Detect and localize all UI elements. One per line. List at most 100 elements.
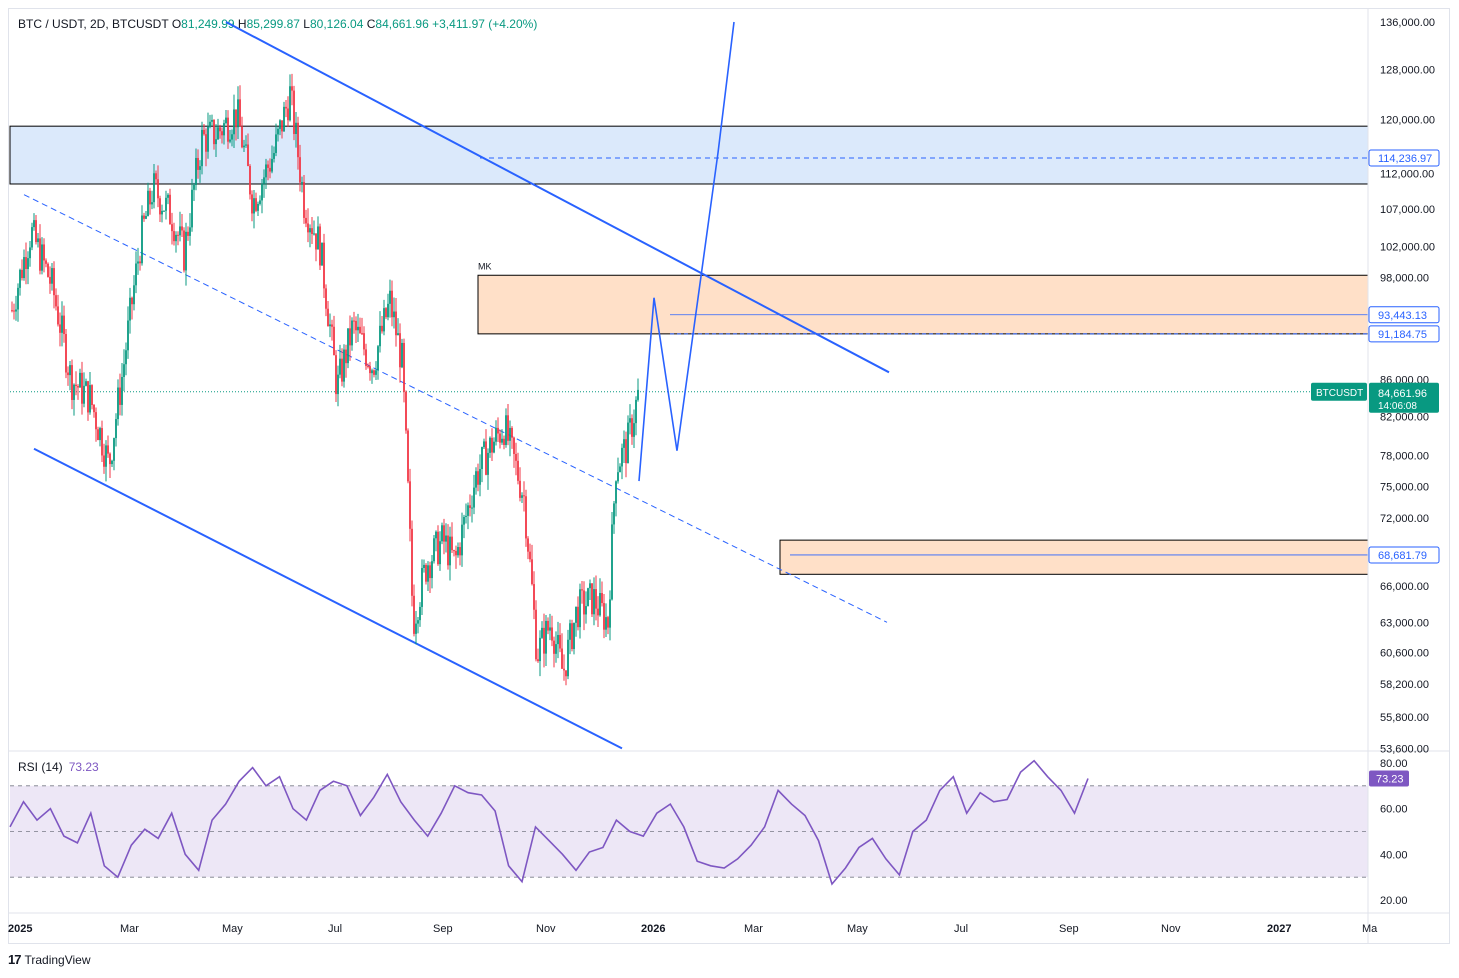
- candle-body: [573, 622, 575, 650]
- candle-body: [255, 198, 257, 211]
- candle-body: [139, 261, 141, 264]
- candle-body: [257, 203, 259, 211]
- candle-body: [577, 606, 579, 628]
- candle-body: [383, 308, 385, 332]
- ohlc-legend: BTC / USDT, 2D, BTCUSDT O81,249.99 H85,2…: [18, 17, 537, 31]
- candle-body: [435, 531, 437, 539]
- time-tick-label: Jul: [954, 923, 968, 935]
- candle-body: [241, 126, 243, 148]
- zone-supply_zone-1: [477, 274, 1369, 335]
- candle-body: [463, 516, 465, 525]
- candle-body: [327, 308, 329, 327]
- zones-layer: MK: [9, 125, 1369, 575]
- candle-body: [571, 623, 573, 650]
- candle-body: [345, 349, 347, 364]
- time-tick-label: Ma: [1362, 923, 1378, 935]
- candle-body: [509, 427, 511, 441]
- candle-body: [285, 106, 287, 109]
- candle-body: [361, 333, 363, 335]
- time-tick-label: Jul: [328, 923, 342, 935]
- candle-body: [145, 215, 147, 219]
- candle-body: [237, 99, 239, 128]
- candle-body: [459, 547, 461, 556]
- candle-body: [103, 455, 105, 467]
- price-tick-label: 53,600.00: [1380, 743, 1429, 755]
- candle-body: [203, 129, 205, 135]
- candle-body: [421, 568, 423, 607]
- candle-body: [171, 224, 173, 232]
- price-tick-label: 102,000.00: [1380, 241, 1435, 253]
- price-label-text: 68,681.79: [1378, 550, 1427, 562]
- rsi-legend[interactable]: RSI (14) 73.23: [18, 760, 99, 774]
- rsi-tick-label: 80.00: [1380, 758, 1408, 770]
- time-tick-label: 2026: [641, 923, 665, 935]
- close-value: 84,661.96: [375, 17, 429, 31]
- candle-body: [19, 269, 21, 288]
- candle-body: [527, 538, 529, 552]
- zone-label: MK: [478, 261, 492, 271]
- candle-body: [253, 198, 255, 214]
- price-tick-label: 60,600.00: [1380, 648, 1429, 660]
- candle-body: [91, 385, 93, 406]
- candle-body: [337, 374, 339, 395]
- candle-body: [71, 365, 73, 400]
- tradingview-footer[interactable]: 17 TradingView: [8, 952, 91, 967]
- candle-body: [149, 190, 151, 205]
- candle-body: [605, 617, 607, 630]
- candle-body: [111, 460, 113, 465]
- candle-body: [559, 634, 561, 649]
- candle-body: [423, 564, 425, 569]
- rsi-value-label: 73.23: [1376, 773, 1404, 785]
- candle-body: [355, 320, 357, 331]
- candle-body: [127, 320, 129, 351]
- candle-body: [511, 427, 513, 438]
- candle-body: [335, 355, 337, 395]
- candle-body: [357, 326, 359, 331]
- price-tick-label: 112,000.00: [1380, 168, 1434, 180]
- candle-body: [517, 460, 519, 481]
- candle-body: [333, 326, 335, 356]
- candle-body: [475, 471, 477, 488]
- candle-body: [541, 627, 543, 638]
- time-tick-label: Mar: [120, 923, 139, 935]
- candle-body: [537, 659, 539, 662]
- candle-body: [569, 623, 571, 640]
- candle-body: [159, 198, 161, 215]
- candle-body: [579, 589, 581, 628]
- candle-body: [369, 366, 371, 374]
- candle-body: [339, 358, 341, 375]
- candle-body: [591, 583, 593, 615]
- candle-body: [63, 315, 65, 335]
- candle-body: [87, 381, 89, 413]
- candle-body: [561, 648, 563, 669]
- candle-body: [169, 194, 171, 225]
- candle-body: [319, 226, 321, 266]
- candle-body: [235, 109, 237, 128]
- candle-body: [165, 197, 167, 211]
- candle-body: [471, 507, 473, 509]
- candle-body: [343, 349, 345, 382]
- candle-body: [251, 194, 253, 214]
- tradingview-logo-icon: 17: [8, 952, 22, 967]
- price-tick-label: 58,200.00: [1380, 679, 1429, 691]
- candle-body: [21, 269, 23, 279]
- candle-body: [403, 342, 405, 392]
- candle-body: [617, 472, 619, 482]
- candle-body: [437, 531, 439, 565]
- candle-body: [275, 134, 277, 153]
- candle-body: [321, 242, 323, 266]
- candle-body: [441, 525, 443, 542]
- price-tick-label: 63,000.00: [1380, 617, 1429, 629]
- candle-body: [35, 220, 37, 243]
- candle-body: [137, 261, 139, 264]
- candle-body: [49, 276, 51, 284]
- candle-body: [181, 226, 183, 231]
- candle-body: [397, 333, 399, 336]
- symbol-label[interactable]: BTC / USDT, 2D, BTCUSDT: [18, 17, 169, 31]
- candle-body: [393, 311, 395, 318]
- candle-body: [615, 481, 617, 504]
- open-value: 81,249.99: [181, 17, 235, 31]
- candle-body: [45, 260, 47, 264]
- candle-body: [213, 119, 215, 145]
